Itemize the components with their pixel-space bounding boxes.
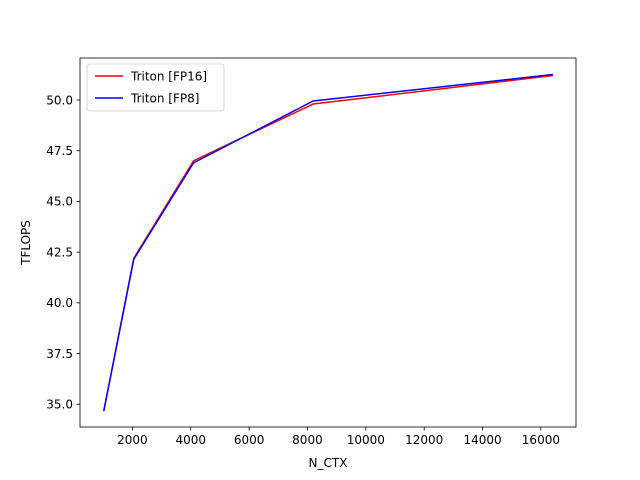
legend-label: Triton [FP8] [130, 91, 199, 105]
x-tick-label: 4000 [175, 433, 206, 447]
y-tick-label: 35.0 [46, 398, 73, 412]
series-line-fp8 [103, 73, 553, 412]
x-tick-label: 6000 [234, 433, 265, 447]
legend-label: Triton [FP16] [130, 69, 207, 83]
x-tick-label: 16000 [522, 433, 560, 447]
x-tick-label: 10000 [347, 433, 385, 447]
x-axis-label: N_CTX [309, 456, 348, 470]
plot-frame [79, 57, 577, 428]
y-tick-label: 47.5 [46, 144, 73, 158]
x-tick-label: 8000 [292, 433, 323, 447]
y-tick-label: 50.0 [46, 93, 73, 107]
series-layer [103, 73, 553, 412]
legend: Triton [FP16] Triton [FP8] [86, 63, 225, 112]
x-tick-label: 14000 [463, 433, 501, 447]
x-tick-label: 2000 [117, 433, 148, 447]
y-tick-label: 45.0 [46, 195, 73, 209]
y-axis-ticks: 35.0 37.5 40.0 42.5 45.0 47.5 50.0 [46, 93, 80, 412]
y-tick-label: 42.5 [46, 245, 73, 259]
y-tick-label: 40.0 [46, 296, 73, 310]
y-axis-label: TFLOPS [19, 220, 33, 266]
x-axis-ticks: 2000 4000 6000 8000 10000 12000 14000 16000 [117, 427, 560, 447]
x-tick-label: 12000 [405, 433, 443, 447]
y-tick-label: 37.5 [46, 347, 73, 361]
